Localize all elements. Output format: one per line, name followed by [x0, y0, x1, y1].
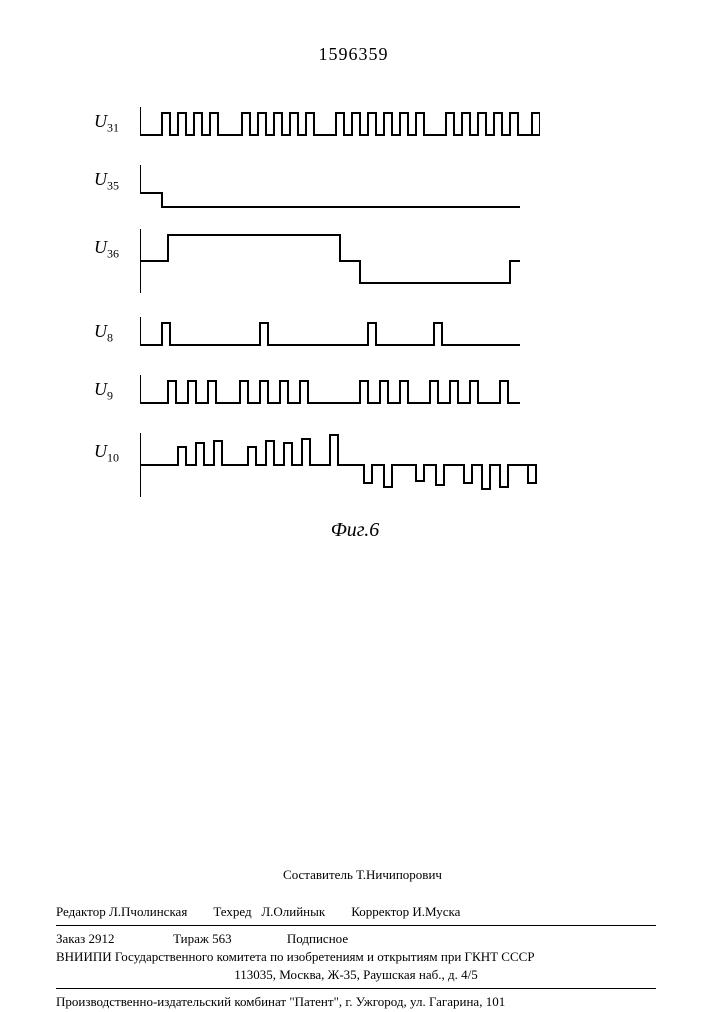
footer-compiler: Составитель Т.Ничипорович: [56, 848, 656, 903]
signal-31: U31: [140, 105, 570, 145]
page-number: 1596359: [0, 44, 707, 65]
signal-36: U36: [140, 227, 570, 297]
signal-35: U35: [140, 163, 570, 209]
signal-label-35: U35: [94, 169, 119, 194]
footer-printer: Производственно-издательский комбинат "П…: [56, 993, 656, 1011]
signal-label-9: U9: [94, 379, 113, 404]
timing-diagram: U31 U35 U36 U8 U9 U10 Фиг.6: [140, 105, 570, 585]
footer-rule-1: [56, 925, 656, 926]
signal-label-31: U31: [94, 111, 119, 136]
figure-caption: Фиг.6: [140, 519, 570, 542]
footer-order: Заказ 2912 Тираж 563 Подписное: [56, 930, 656, 948]
signal-label-36: U36: [94, 237, 119, 262]
footer-org: ВНИИПИ Государственного комитета по изоб…: [56, 948, 656, 966]
signal-10: U10: [140, 431, 570, 501]
signal-label-8: U8: [94, 321, 113, 346]
signal-8: U8: [140, 315, 570, 355]
signal-9: U9: [140, 373, 570, 413]
signal-label-10: U10: [94, 441, 119, 466]
footer-rule-2: [56, 988, 656, 989]
footer-addr: 113035, Москва, Ж-35, Раушская наб., д. …: [56, 966, 656, 984]
footer-roles: Редактор Л.Пчолинская Техред Л.Олийнык К…: [56, 903, 656, 921]
footer-block: Составитель Т.Ничипорович Редактор Л.Пчо…: [56, 848, 656, 1012]
